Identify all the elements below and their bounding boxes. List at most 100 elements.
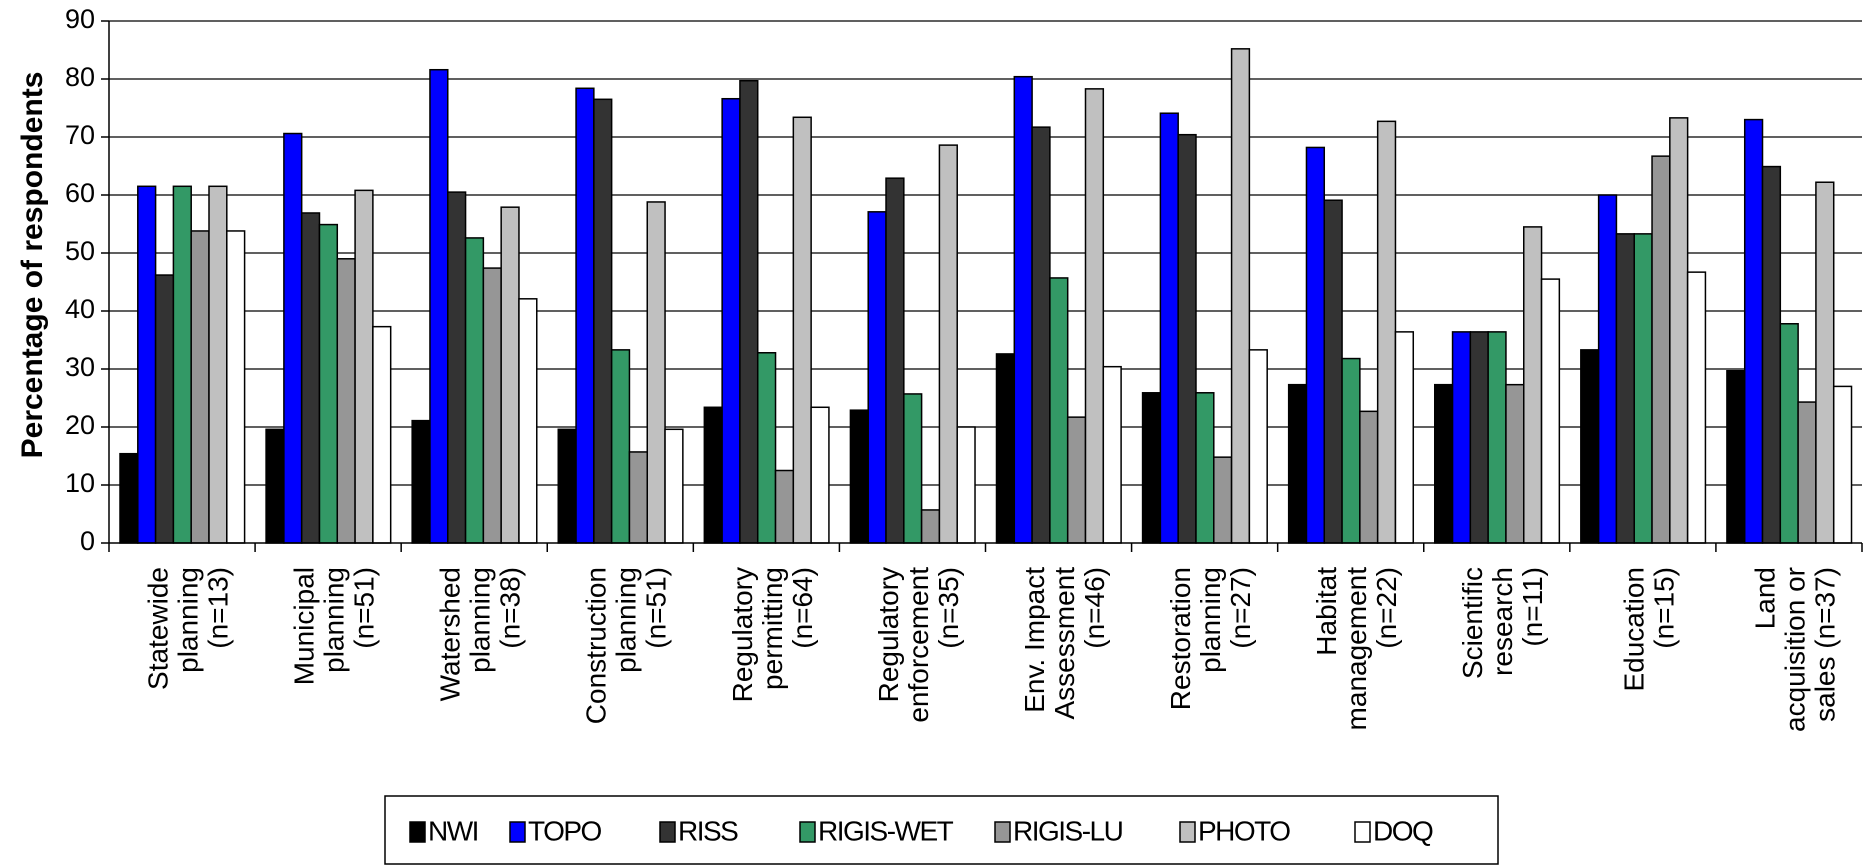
bar-topo-4 (721, 97, 741, 544)
bar-riss-0 (154, 274, 175, 544)
bar-photo-0 (208, 185, 228, 544)
x-category-label-line: (n=64) (787, 567, 818, 649)
x-category-label-line: research (1487, 567, 1518, 676)
x-category-label-line: planning (611, 567, 642, 673)
x-category-label-line: Watershed (435, 567, 466, 701)
bar-rigis-lu-0 (190, 230, 210, 544)
y-tick-label-3: 30 (65, 352, 95, 382)
bar-nwi-2 (411, 419, 431, 544)
bar-rigis-wet-4 (756, 352, 777, 544)
x-category-label-line: Scientific (1457, 567, 1488, 679)
x-category-label-11: Land acquisition or sales (n=37) (1749, 567, 1840, 732)
bar-rigis-lu-5 (920, 509, 941, 544)
x-category-label-5: Regulatory enforcement (n=35) (873, 567, 964, 723)
bar-rigis-wet-2 (464, 237, 485, 544)
bar-riss-1 (300, 212, 321, 544)
bar-topo-11 (1743, 118, 1764, 544)
x-category-label-line: management (1341, 567, 1372, 731)
legend: NWI TOPO RISS RIGIS-WET RIGIS-LU PHOTO DOQ (384, 795, 1499, 865)
legend-item-topo: TOPO (509, 815, 603, 846)
x-category-label-line: Municipal (289, 567, 320, 685)
bar-rigis-wet-8 (1341, 357, 1361, 544)
legend-swatch (994, 821, 1011, 843)
bar-riss-10 (1615, 233, 1635, 544)
x-category-label-line: (n=51) (349, 567, 380, 649)
x-category-label-line: (n=13) (202, 567, 233, 649)
x-category-label-line: planning (319, 567, 350, 673)
x-category-label-line: Env. Impact (1019, 567, 1050, 713)
legend-label: RIGIS-LU (1013, 815, 1123, 846)
bar-rigis-wet-0 (172, 185, 192, 544)
bar-photo-4 (792, 116, 812, 544)
x-category-label-4: Regulatory permitting (n=64) (727, 567, 818, 702)
x-category-label-1: Municipal planning (n=51) (289, 567, 380, 685)
bar-riss-2 (447, 191, 467, 544)
y-tick-label-6: 60 (65, 178, 95, 208)
x-category-label-line: enforcement (903, 567, 934, 723)
y-tick-label-5: 50 (65, 236, 95, 266)
x-category-label-line: Construction (581, 567, 612, 724)
legend-box (384, 795, 1499, 865)
x-category-label-line: (n=46) (1079, 567, 1110, 649)
legend-label: PHOTO (1198, 815, 1290, 846)
bar-topo-5 (867, 211, 887, 544)
bar-rigis-wet-1 (318, 223, 339, 544)
bar-rigis-lu-9 (1505, 383, 1525, 544)
bar-nwi-8 (1287, 383, 1308, 544)
bar-doq-8 (1394, 331, 1415, 544)
y-tick-label-9: 90 (65, 4, 95, 34)
bar-doq-9 (1540, 278, 1561, 544)
x-category-label-3: Construction planning (n=51) (581, 567, 672, 724)
bar-riss-8 (1323, 199, 1343, 544)
bar-rigis-wet-3 (610, 349, 631, 544)
bar-rigis-wet-9 (1487, 331, 1507, 544)
x-category-label-line: (n=38) (495, 567, 526, 649)
x-category-label-line: (n=11) (1517, 567, 1548, 647)
bar-doq-11 (1832, 385, 1853, 544)
bar-rigis-lu-11 (1797, 401, 1817, 544)
x-category-label-line: Education (1618, 567, 1649, 692)
gridlines (109, 20, 1862, 486)
bar-photo-11 (1815, 181, 1835, 544)
y-tick-label-2: 20 (65, 410, 95, 440)
y-tick-label-1: 10 (65, 468, 95, 498)
x-category-label-line: Statewide (142, 567, 173, 690)
x-category-label-9: Scientific research (n=11) (1457, 567, 1548, 679)
legend-item-rigis-wet: RIGIS-WET (799, 815, 955, 846)
legend-swatch (409, 821, 426, 843)
axes (101, 20, 1863, 552)
y-tick-label-7: 70 (65, 120, 95, 150)
x-category-label-line: Habitat (1311, 567, 1342, 656)
bar-rigis-lu-10 (1651, 155, 1671, 544)
bar-rigis-wet-5 (903, 393, 923, 544)
x-category-label-line: planning (1195, 567, 1226, 673)
legend-swatch (1179, 821, 1196, 843)
x-category-label-line: sales (n=37) (1809, 567, 1840, 722)
bar-topo-1 (283, 132, 303, 544)
x-category-label-line: (n=35) (933, 567, 964, 649)
bar-nwi-5 (849, 409, 869, 544)
x-category-label-line: acquisition or (1779, 567, 1810, 732)
legend-item-rigis-lu: RIGIS-LU (994, 815, 1124, 846)
bar-nwi-11 (1726, 369, 1746, 544)
legend-swatch (799, 821, 816, 843)
bar-rigis-wet-10 (1633, 233, 1653, 544)
x-category-label-line: Restoration (1165, 567, 1196, 710)
bar-riss-11 (1761, 165, 1782, 544)
x-category-labels: Statewide planning (n=13) Municipal planning… (142, 567, 1840, 732)
legend-swatch (659, 821, 676, 843)
bar-rigis-wet-11 (1779, 323, 1799, 544)
bar-nwi-6 (995, 353, 1016, 544)
bar-photo-7 (1230, 48, 1251, 544)
bar-doq-7 (1248, 349, 1268, 544)
bar-photo-8 (1376, 120, 1397, 544)
bar-nwi-1 (265, 428, 285, 544)
bar-riss-4 (739, 79, 759, 544)
bar-doq-2 (518, 298, 538, 544)
bars (119, 48, 1853, 544)
bar-doq-6 (1102, 365, 1122, 544)
x-category-label-line: permitting (757, 567, 788, 690)
x-category-label-line: Assessment (1049, 567, 1080, 720)
bar-rigis-lu-8 (1359, 410, 1379, 544)
